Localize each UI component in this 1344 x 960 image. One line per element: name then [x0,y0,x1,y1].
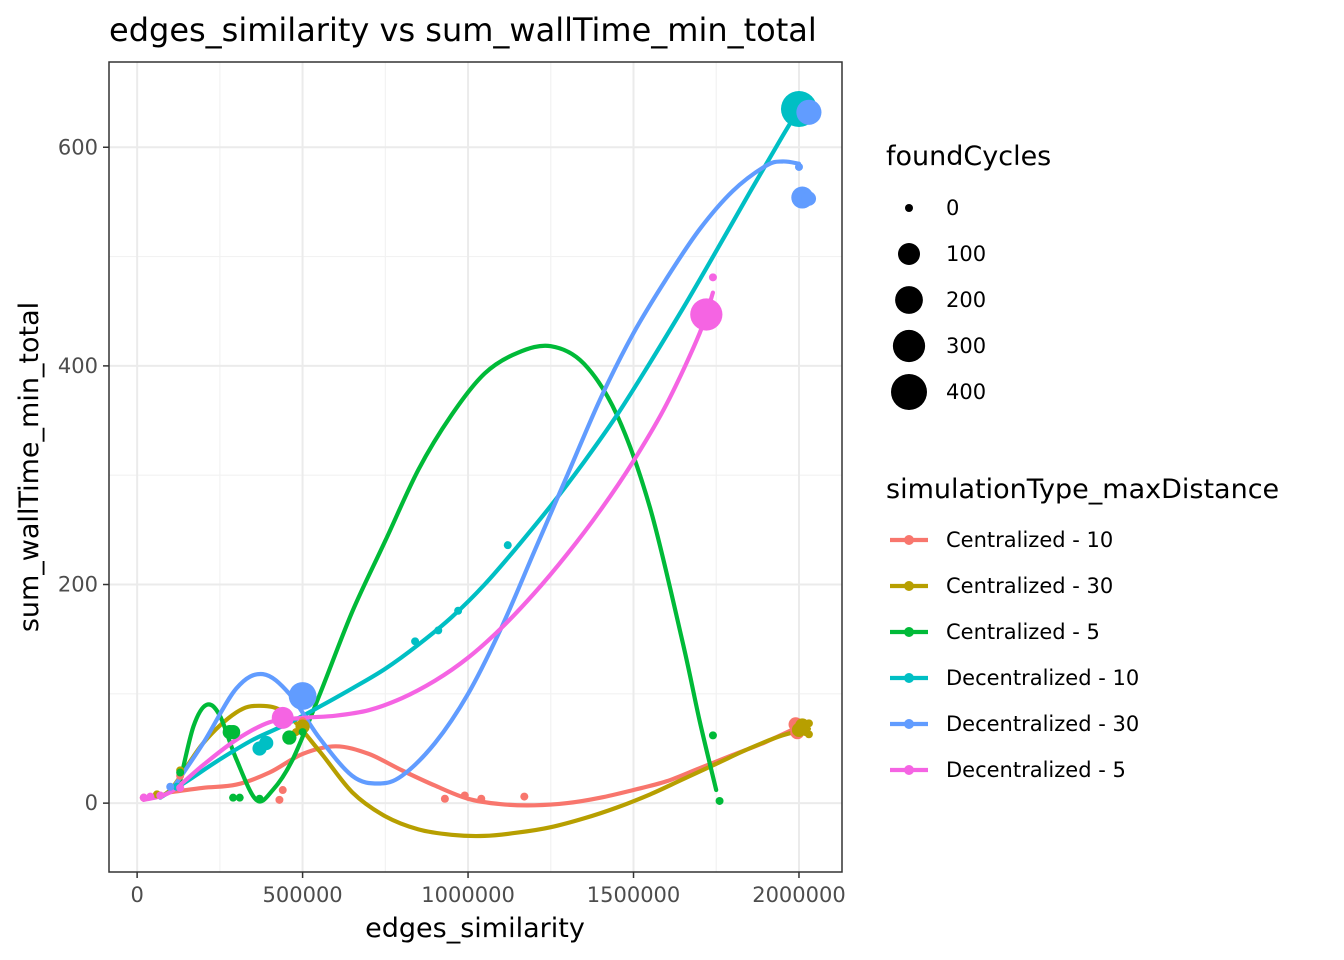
smooth-line [168,724,802,808]
data-point [801,191,817,206]
data-point [166,782,175,791]
color-legend-dot [904,535,914,545]
size-legend-key [892,329,926,363]
size-legend-key [895,286,923,314]
size-legend-key [898,243,920,265]
x-tick-label: 2000000 [752,883,846,907]
grid [109,62,842,872]
chart-title: edges_similarity vs sum_wallTime_min_tot… [109,11,817,49]
data-point [139,793,148,802]
data-point [804,730,813,739]
data-point [804,719,813,728]
x-tick-label: 0 [130,883,143,907]
smooth-line [168,159,802,795]
data-point [146,792,155,801]
data-points [139,91,822,805]
size-legend-label: 0 [946,196,959,220]
y-tick-label: 600 [58,135,98,159]
color-legend: Centralized - 10 Centralized - 30 Centrali… [890,528,1139,782]
data-point [434,626,443,635]
data-point [271,706,294,729]
x-tick-label: 1000000 [421,883,515,907]
color-legend-dot [904,673,914,683]
data-point [278,786,287,795]
plot-border [108,61,843,873]
color-legend-dot [904,627,914,637]
data-point [477,794,486,803]
data-point [503,541,512,550]
color-legend-label: Centralized - 10 [946,528,1113,552]
data-point [176,768,185,777]
y-tick-label: 400 [58,354,98,378]
data-point [454,606,463,615]
data-point [411,637,420,646]
data-point [520,792,529,801]
data-point [295,719,310,734]
data-point [298,728,307,737]
data-point [708,731,717,740]
x-tick-label: 500000 [263,883,343,907]
size-legend-label: 300 [946,334,986,358]
data-point [440,794,449,803]
size-legend-title: foundCycles [886,141,1051,172]
size-legend-key [905,204,913,212]
data-point [282,730,297,745]
y-axis: 0 200 400 600 [58,135,109,815]
smooth-line [148,703,811,839]
color-legend-label: Decentralized - 10 [946,666,1139,690]
data-point [225,724,241,740]
data-point [235,793,244,802]
data-point [794,162,803,171]
color-legend-dot [904,719,914,729]
size-legend-label: 400 [946,380,986,404]
data-point [460,791,469,800]
smooth-line [158,106,802,800]
color-legend-label: Decentralized - 5 [946,758,1126,782]
x-tick-label: 1500000 [587,883,681,907]
data-point [715,796,724,805]
color-legend-label: Decentralized - 30 [946,712,1139,736]
color-legend-label: Centralized - 5 [946,620,1100,644]
color-legend-dot [904,765,914,775]
size-legend-label: 200 [946,288,986,312]
data-point [156,791,165,800]
x-axis: 0 500000 1000000 1500000 2000000 [130,872,846,907]
size-legend-key [891,374,927,410]
y-tick-label: 200 [58,573,98,597]
data-point [255,794,264,803]
smooth-line [141,290,715,802]
data-point [275,795,284,804]
data-point [259,735,274,751]
size-legend: 0 100 200 300 400 [891,196,986,410]
color-legend-label: Centralized - 30 [946,574,1113,598]
color-legend-title: simulationType_maxDistance [886,474,1279,505]
smooth-lines [141,106,811,839]
x-axis-title: edges_similarity [365,913,585,944]
smooth-line [178,343,719,804]
color-legend-dot [904,581,914,591]
y-tick-label: 0 [85,791,98,815]
data-point [708,273,717,282]
data-point [288,682,317,710]
y-axis-title: sum_wallTime_min_total [14,302,45,632]
data-point [176,783,185,792]
data-point [229,793,238,802]
size-legend-label: 100 [946,242,986,266]
data-point [690,298,723,331]
data-point [796,99,822,125]
